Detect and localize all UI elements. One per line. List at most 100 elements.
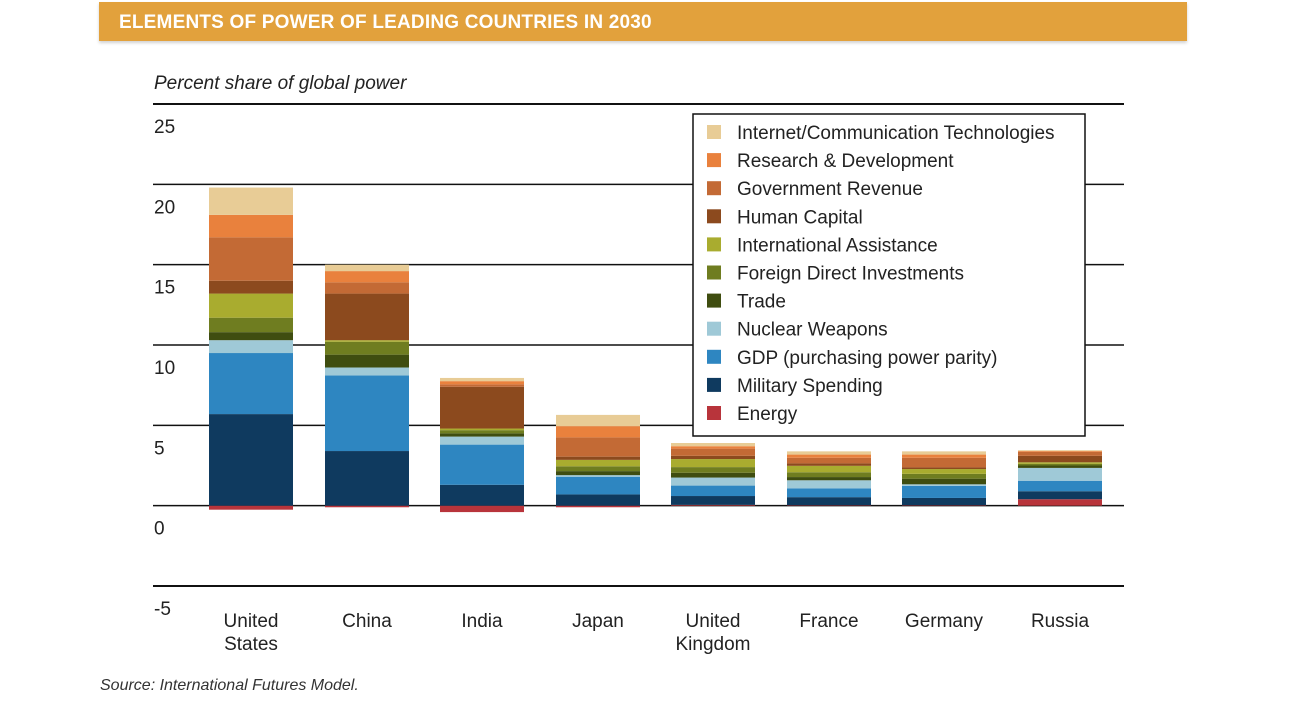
bar-segment: Military Spending: 3.4	[325, 451, 409, 506]
bar-segment: International Assistance: 0.4	[556, 459, 640, 467]
bar-segment: Nuclear Weapons: 0.5	[787, 480, 871, 489]
bar-segment: Government Revenue: 1.2	[556, 437, 640, 457]
y-tick-label: 20	[154, 197, 175, 218]
legend-box	[692, 113, 1086, 437]
legend-entry: GDP (purchasing power parity)	[737, 348, 997, 369]
bar-segment: GDP (purchasing power parity): 3.8	[209, 353, 293, 415]
bar-segment: Energy: 0.05	[671, 504, 755, 506]
bar-segment: Research & Development: 0.2	[440, 381, 524, 385]
legend-swatch	[707, 237, 721, 252]
bar-segment: Government Revenue: 0.6	[902, 457, 986, 468]
y-tick-label: 0	[154, 519, 165, 540]
bar-segment: Internet/Communication Technologies: 0.2	[671, 443, 755, 447]
category-label: Germany	[905, 611, 984, 632]
bar-segment: Energy: -0.25	[209, 505, 293, 510]
bar-segment: Internet/Communication Technologies: 0.0…	[1018, 450, 1102, 452]
bar-segment: Government Revenue: 0.45	[671, 448, 755, 456]
bar-segment: Foreign Direct Investments: 0.35	[671, 467, 755, 473]
legend-swatch	[707, 181, 721, 196]
bar-segment: Research & Development: 0.7	[556, 426, 640, 438]
legend-entry: Foreign Direct Investments	[737, 264, 964, 285]
legend-swatch	[707, 265, 721, 280]
category-label: United	[224, 611, 279, 632]
bar-segment: Nuclear Weapons: 0.5	[440, 436, 524, 445]
legend-swatch	[707, 293, 721, 308]
title-banner: ELEMENTS OF POWER OF LEADING COUNTRIES I…	[99, 2, 1187, 41]
bar-segment: Internet/Communication Technologies: 0.7	[556, 414, 640, 427]
bar-segment: Internet/Communication Technologies: 1.7	[209, 187, 293, 215]
bar-segment: Foreign Direct Investments: 0.3	[902, 473, 986, 479]
legend-entry: Research & Development	[737, 151, 954, 172]
bar-segment: Trade: 0.35	[902, 478, 986, 485]
legend-swatch	[707, 125, 721, 139]
bar-segment: Military Spending: 0.45	[902, 497, 986, 506]
bar-segment: Military Spending: 0.5	[787, 497, 871, 506]
bar-segment: Research & Development: 0.15	[671, 446, 755, 449]
bar-segment: Foreign Direct Investments: 0.3	[787, 472, 871, 478]
category-label: Kingdom	[676, 634, 751, 655]
bar-segment: International Assistance: 0.1	[1018, 462, 1102, 464]
bar-segment: Internet/Communication Technologies: 0.2	[902, 451, 986, 455]
bar-segment: Government Revenue: 2.7	[209, 237, 293, 281]
legend-entry: Trade	[737, 292, 786, 313]
legend: Internet/Communication Technologies Resea…	[692, 113, 1086, 437]
bar-segment: GDP (purchasing power parity): 0.55	[787, 488, 871, 498]
bar-segment: Military Spending: 1.3	[440, 484, 524, 506]
bar-segment: Energy: 0.4	[1018, 499, 1102, 506]
bar-segment: Government Revenue: 0.7	[325, 282, 409, 294]
bar-segment: Human Capital: 0.4	[1018, 455, 1102, 463]
bar-segment: International Assistance: 0.1	[440, 428, 524, 431]
legend-entry: Human Capital	[737, 207, 863, 228]
bar-segment: Foreign Direct Investments: 0.2	[440, 430, 524, 434]
category-label: China	[342, 611, 392, 632]
bar-segment: GDP (purchasing power parity): 0.65	[671, 485, 755, 497]
y-tick-label: 25	[154, 117, 175, 138]
bar-segment: International Assistance: 1.5	[209, 293, 293, 318]
legend-swatch	[707, 349, 721, 364]
legend-entry: International Assistance	[737, 235, 938, 256]
bar-segment: Government Revenue: 0.35	[787, 457, 871, 464]
legend-entry: Energy	[737, 404, 798, 425]
bar-segment: Internet/Communication Technologies: 0.2	[787, 451, 871, 455]
bar-segment: Nuclear Weapons: 0.1	[556, 475, 640, 477]
bar-segment: International Assistance: 0.1	[325, 340, 409, 342]
bar-segment: Internet/Communication Technologies: 0.2	[440, 377, 524, 382]
bar-segment: Human Capital: 0.2	[671, 455, 755, 460]
bar-segment: Foreign Direct Investments: 0.3	[556, 466, 640, 472]
y-tick-label: 15	[154, 278, 175, 299]
bar-segment: Military Spending: 0.55	[671, 496, 755, 505]
bar-segment: GDP (purchasing power parity): 4.7	[325, 375, 409, 452]
bar-segment: Military Spending: 5.7	[209, 414, 293, 506]
bar-segment: Trade: 0.25	[556, 471, 640, 476]
bar-segment: Military Spending: 0.5	[1018, 491, 1102, 500]
bar-segment: GDP (purchasing power parity): 0.75	[902, 485, 986, 498]
bar-segment: Trade: 0.5	[209, 332, 293, 341]
bar-segment: Energy: 0.03	[902, 505, 986, 506]
bar-segment: Foreign Direct Investments: 0.8	[325, 341, 409, 355]
legend-swatch	[707, 377, 721, 392]
bar-segment: Government Revenue: 0.25	[1018, 451, 1102, 456]
bar-segment: Internet/Communication Technologies: 0.4	[325, 264, 409, 272]
bar-segment: Human Capital: 2.6	[440, 386, 524, 429]
bar-segment: GDP (purchasing power parity): 1.1	[556, 476, 640, 495]
bar-segment: International Assistance: 0.3	[902, 469, 986, 474]
bar-segment: Nuclear Weapons: 0.8	[209, 340, 293, 354]
bar-segment: Government Revenue: 0.15	[440, 384, 524, 387]
y-tick-label: 10	[154, 358, 175, 379]
y-axis-label: Percent share of global power	[154, 73, 407, 94]
legend-entry: Government Revenue	[737, 179, 923, 200]
bar-segment: GDP (purchasing power parity): 0.65	[1018, 480, 1102, 492]
bar-segment: Human Capital: 0.1	[902, 467, 986, 470]
bar-segment: Trade: 0.8	[325, 354, 409, 368]
bar-segment: Research & Development: 0.7	[325, 271, 409, 283]
bar-segment: GDP (purchasing power parity): 2.5	[440, 444, 524, 485]
bar-segment: Trade: 0.2	[440, 433, 524, 437]
bar-segment: Human Capital: 0.2	[556, 456, 640, 460]
bar-segment: Trade: 0.2	[787, 477, 871, 481]
category-label: Russia	[1031, 611, 1090, 632]
bar-segment: Foreign Direct Investments: 0.9	[209, 317, 293, 333]
bar-segment: Energy: -0.4	[440, 505, 524, 513]
legend-entry: Internet/Communication Technologies	[737, 123, 1055, 144]
